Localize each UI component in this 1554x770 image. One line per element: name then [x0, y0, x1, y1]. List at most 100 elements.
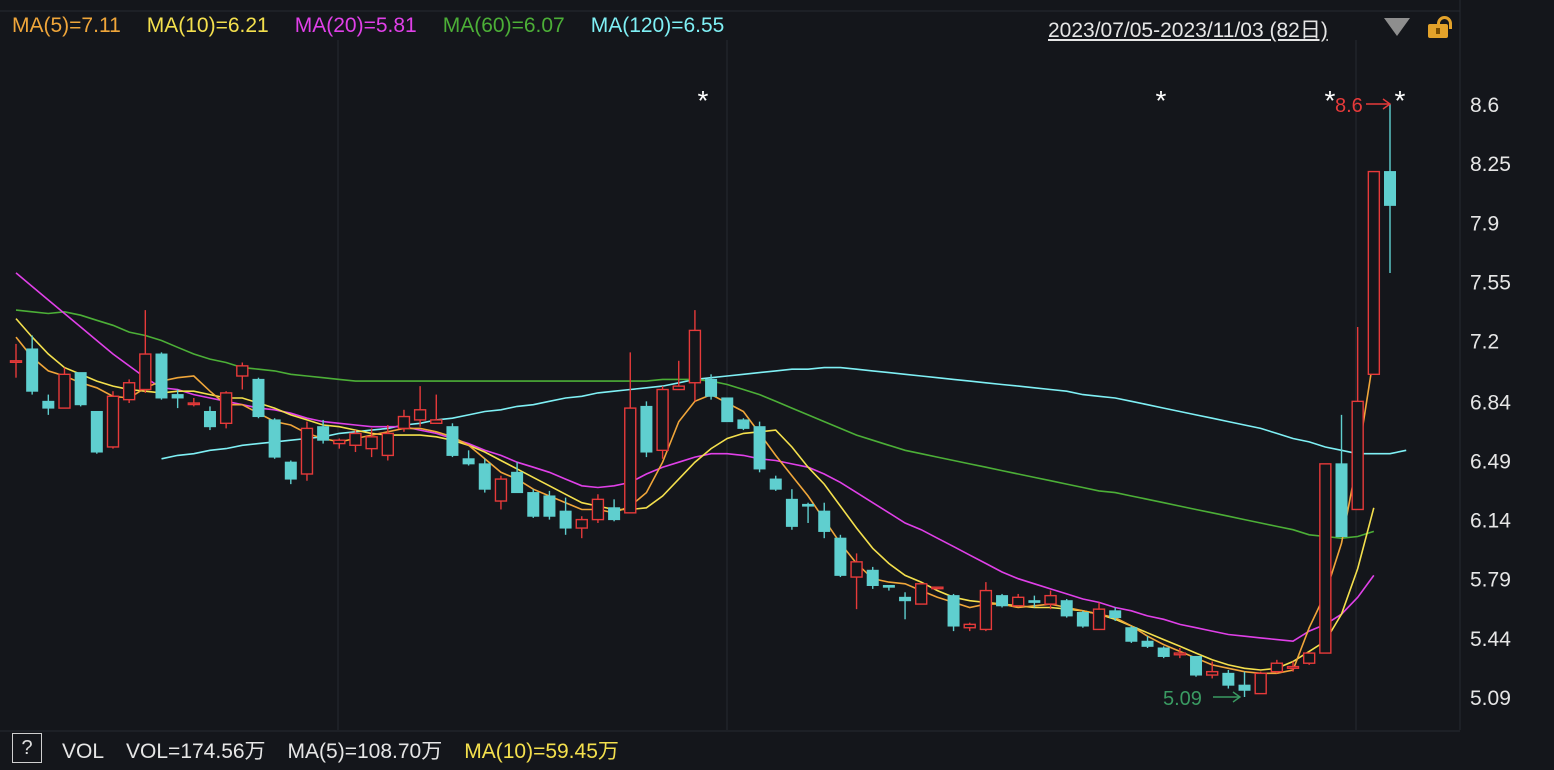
candle[interactable] [1286, 661, 1300, 672]
candle[interactable] [1012, 593, 1025, 607]
candle[interactable] [1076, 610, 1089, 628]
candle[interactable] [317, 419, 330, 444]
candle[interactable] [1141, 636, 1154, 649]
candle[interactable] [769, 475, 782, 491]
lock-icon[interactable] [1428, 16, 1452, 38]
legend-ma5: MA(5)=7.11 [12, 14, 121, 37]
candle[interactable] [106, 391, 120, 449]
candle[interactable] [1157, 646, 1170, 659]
candle[interactable] [882, 584, 895, 591]
candle[interactable] [1351, 327, 1364, 511]
candle[interactable] [9, 343, 23, 378]
candle[interactable] [963, 622, 976, 632]
candle[interactable] [1044, 590, 1057, 610]
candle[interactable] [1238, 671, 1251, 697]
help-button[interactable]: ? [12, 733, 42, 763]
event-marker-asterisk[interactable]: * [698, 85, 709, 116]
candle[interactable] [478, 458, 491, 493]
candle[interactable] [1190, 655, 1203, 677]
candle[interactable] [1384, 104, 1396, 273]
candle[interactable] [1270, 659, 1284, 674]
candle[interactable] [430, 394, 443, 425]
candle[interactable] [608, 499, 621, 522]
y-tick-label: 5.79 [1470, 569, 1511, 592]
candle[interactable] [236, 362, 249, 390]
candle[interactable] [1109, 607, 1122, 621]
candle[interactable] [300, 421, 314, 481]
candle[interactable] [899, 592, 912, 620]
candle[interactable] [349, 430, 362, 453]
candle[interactable] [737, 418, 750, 431]
candle[interactable] [494, 475, 508, 510]
arrow-head-icon [1232, 691, 1242, 703]
candle[interactable] [624, 352, 637, 514]
candle[interactable] [947, 593, 960, 632]
candle[interactable] [462, 450, 475, 466]
event-marker-asterisk[interactable]: * [1156, 85, 1167, 116]
candle[interactable] [413, 386, 427, 427]
candle[interactable] [42, 394, 55, 415]
candle[interactable] [203, 406, 216, 431]
y-tick-label: 7.2 [1470, 331, 1499, 354]
candle[interactable] [996, 593, 1009, 608]
candle[interactable] [559, 497, 572, 535]
candle[interactable] [931, 586, 944, 590]
candle[interactable] [591, 494, 605, 523]
candle[interactable] [1335, 414, 1348, 538]
candle[interactable] [90, 410, 103, 454]
candle[interactable] [333, 438, 346, 449]
candle[interactable] [365, 428, 378, 458]
candle[interactable] [74, 372, 87, 407]
candle[interactable] [785, 489, 798, 530]
chevron-down-icon[interactable] [1384, 18, 1410, 36]
candle[interactable] [721, 397, 734, 423]
candle[interactable] [268, 418, 281, 459]
candle[interactable] [1060, 599, 1073, 618]
candle[interactable] [979, 582, 993, 632]
candle[interactable] [688, 310, 702, 402]
candle[interactable] [1205, 661, 1219, 679]
candle[interactable] [284, 460, 297, 485]
candle[interactable] [1302, 652, 1316, 665]
event-marker-asterisk[interactable]: * [1325, 85, 1336, 116]
candle[interactable] [171, 389, 184, 409]
candle[interactable] [187, 397, 201, 407]
candle[interactable] [1173, 648, 1187, 659]
candle[interactable] [543, 490, 556, 520]
candle[interactable] [818, 502, 831, 539]
candle[interactable] [527, 489, 540, 518]
candle[interactable] [1125, 626, 1138, 643]
candle[interactable] [850, 553, 863, 610]
candle[interactable] [511, 462, 524, 494]
candle[interactable] [672, 360, 685, 391]
candle[interactable] [58, 367, 71, 409]
event-marker-asterisk[interactable]: * [1395, 85, 1406, 116]
candle[interactable] [753, 421, 766, 473]
candle[interactable] [155, 352, 168, 400]
low-price-label: 5.09 [1163, 688, 1202, 710]
date-range-selector[interactable]: 2023/07/05-2023/11/03 (82日) [1048, 19, 1328, 42]
candle[interactable] [1028, 595, 1041, 608]
candle[interactable] [705, 374, 718, 400]
candle[interactable] [139, 310, 152, 393]
candle[interactable] [656, 386, 669, 459]
candle[interactable] [866, 566, 879, 589]
candle[interactable] [1254, 671, 1267, 695]
candle[interactable] [575, 516, 588, 539]
candle[interactable] [252, 377, 265, 419]
candle[interactable] [122, 379, 136, 404]
candle[interactable] [381, 424, 394, 461]
candle[interactable] [26, 335, 39, 395]
candle[interactable] [834, 534, 847, 578]
candle[interactable] [219, 391, 233, 429]
candle[interactable] [1092, 602, 1106, 631]
candle[interactable] [446, 423, 459, 458]
candle[interactable] [1367, 170, 1381, 376]
candle[interactable] [640, 401, 653, 458]
candle[interactable] [802, 502, 815, 523]
candle[interactable] [1222, 669, 1235, 689]
candle[interactable] [915, 583, 928, 605]
candle[interactable] [397, 409, 411, 432]
candle[interactable] [1319, 463, 1332, 654]
